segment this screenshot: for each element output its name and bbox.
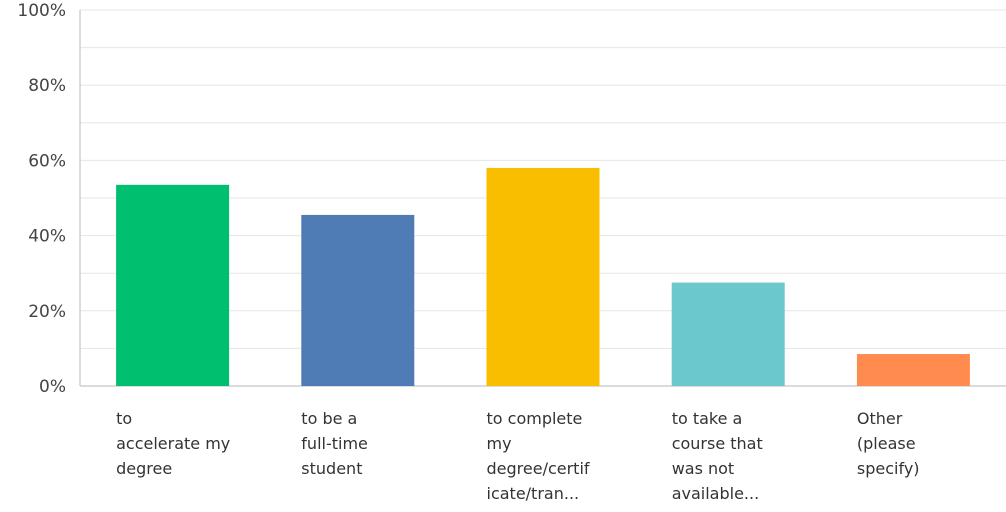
x-tick-label: to accelerate my degree [116,409,230,478]
y-tick-label: 60% [28,151,66,171]
x-tick-label-line: full-time [301,434,368,453]
y-tick-label: 20% [28,302,66,322]
y-tick-label: 80% [28,76,66,96]
x-tick-label-line: Other [857,409,903,428]
bars [116,167,970,386]
x-tick-label-line: to [116,409,132,428]
x-tick-label-line: icate/tran... [487,484,580,503]
x-tick-label-line: degree/certif [487,459,590,478]
x-tick-label-line: student [301,459,362,478]
x-tick-label-line: accelerate my [116,434,230,453]
x-tick-label: to be a full-time student [301,409,368,478]
x-tick-label-line: to take a [672,409,743,428]
y-tick-label: 40% [28,227,66,247]
bar [301,214,415,386]
y-axis-tick-labels: 0% 20% 40% 60% 80% 100% [17,1,66,397]
x-tick-label: Other (please specify) [857,409,920,478]
bar [671,282,785,386]
x-tick-label: to take a course that was not available... [672,409,763,503]
x-axis-category-labels: to accelerate my degree to be a full-time stu… [116,409,919,503]
x-tick-label-line: degree [116,459,172,478]
bar [116,184,230,386]
bar [486,167,600,386]
x-tick-label-line: available... [672,484,759,503]
x-tick-label: to complete my degree/certif icate/tran... [487,409,590,503]
x-tick-label-line: course that [672,434,763,453]
bar [856,354,970,386]
x-tick-label-line: was not [672,459,735,478]
x-tick-label-line: (please [857,434,916,453]
x-tick-label-line: my [487,434,512,453]
x-tick-label-line: to be a [301,409,357,428]
y-tick-label: 0% [39,377,66,397]
x-tick-label-line: to complete [487,409,583,428]
x-tick-label-line: specify) [857,459,920,478]
y-tick-label: 100% [17,1,66,21]
